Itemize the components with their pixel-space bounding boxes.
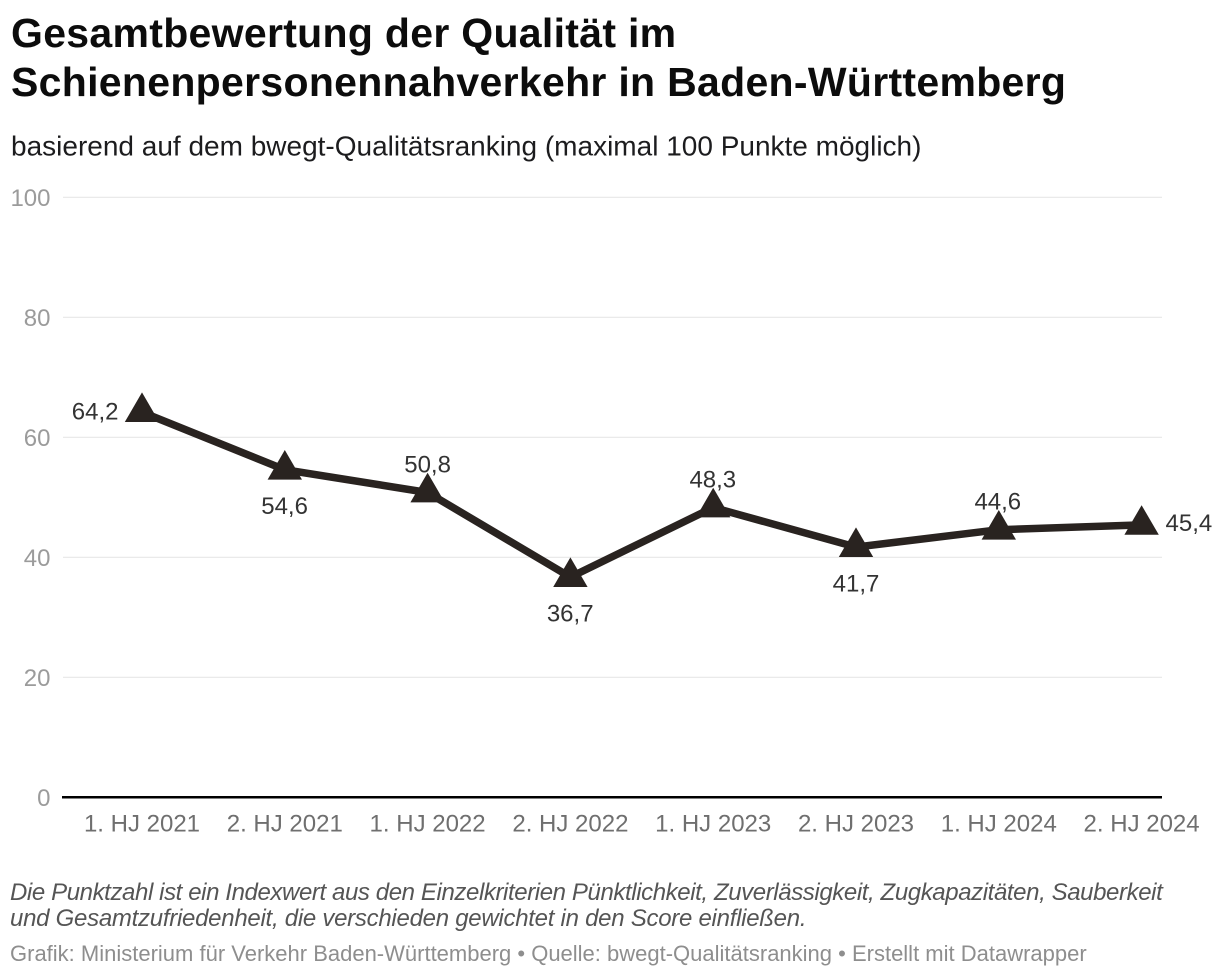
svg-text:60: 60 [24, 425, 51, 452]
svg-text:40: 40 [24, 545, 51, 572]
svg-text:48,3: 48,3 [689, 466, 736, 493]
svg-text:2. HJ 2024: 2. HJ 2024 [1084, 810, 1200, 837]
svg-text:50,8: 50,8 [404, 451, 451, 478]
svg-text:80: 80 [24, 305, 51, 332]
svg-text:Grafik: Ministerium für Verkeh: Grafik: Ministerium für Verkehr Baden-Wü… [10, 941, 1087, 966]
svg-text:41,7: 41,7 [833, 570, 880, 597]
svg-text:1. HJ 2023: 1. HJ 2023 [655, 810, 771, 837]
svg-text:2. HJ 2021: 2. HJ 2021 [227, 810, 343, 837]
svg-text:Schienenpersonennahverkehr in: Schienenpersonennahverkehr in Baden-Würt… [11, 59, 1066, 105]
svg-text:2. HJ 2022: 2. HJ 2022 [512, 810, 628, 837]
svg-text:2. HJ 2023: 2. HJ 2023 [798, 810, 914, 837]
svg-text:0: 0 [37, 785, 50, 812]
svg-text:45,4: 45,4 [1166, 510, 1213, 537]
svg-text:basierend auf dem bwegt-Qualit: basierend auf dem bwegt-Qualitätsranking… [11, 131, 921, 162]
svg-text:Die Punktzahl ist ein Indexwer: Die Punktzahl ist ein Indexwert aus den … [10, 879, 1164, 906]
svg-text:20: 20 [24, 665, 51, 692]
svg-text:und Gesamtzufriedenheit, die v: und Gesamtzufriedenheit, die verschieden… [10, 905, 806, 932]
svg-text:1. HJ 2021: 1. HJ 2021 [84, 810, 200, 837]
svg-text:1. HJ 2024: 1. HJ 2024 [941, 810, 1057, 837]
svg-text:44,6: 44,6 [974, 489, 1021, 516]
svg-text:64,2: 64,2 [72, 399, 119, 426]
svg-text:1. HJ 2022: 1. HJ 2022 [370, 810, 486, 837]
svg-text:54,6: 54,6 [261, 493, 308, 520]
svg-text:36,7: 36,7 [547, 600, 594, 627]
svg-text:100: 100 [10, 185, 50, 212]
svg-text:Gesamtbewertung der Qualität i: Gesamtbewertung der Qualität im [11, 10, 676, 56]
